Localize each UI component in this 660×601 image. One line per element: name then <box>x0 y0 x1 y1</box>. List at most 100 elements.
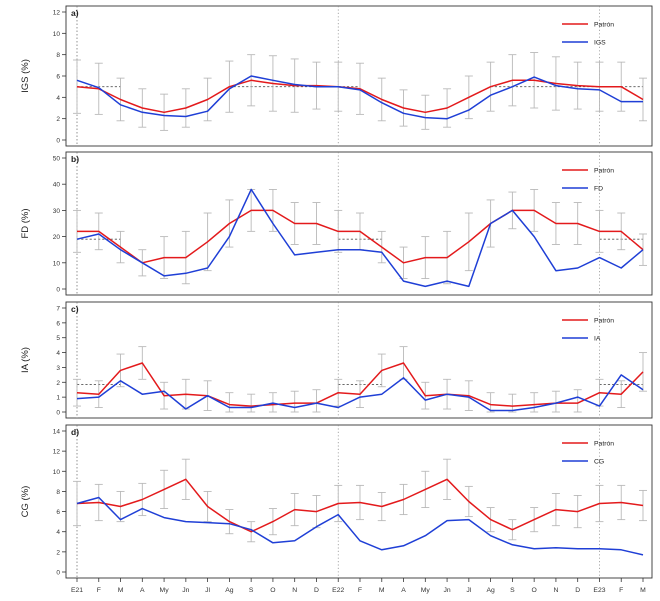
x-tick-label: O <box>270 587 275 594</box>
y-tick-label: 1 <box>56 395 60 402</box>
x-tick-label: F <box>619 587 623 594</box>
legend: Patrón FD <box>562 168 614 193</box>
y-axis-label: IGS (%) <box>20 59 31 93</box>
legend: Patrón CG <box>562 441 614 466</box>
x-tick-label: N <box>553 587 558 594</box>
panel-b: 0 10 20 30 40 50 FD (%) b) Patrón FD <box>20 151 653 296</box>
x-tick-label: S <box>249 587 254 594</box>
y-tick-label: 2 <box>56 116 60 123</box>
panel-label: a) <box>71 8 79 18</box>
error-bar <box>225 392 234 413</box>
x-tick-label: D <box>575 587 580 594</box>
error-bar <box>312 389 321 413</box>
y-tick-label: 40 <box>53 182 61 189</box>
x-tick-label: D <box>314 587 319 594</box>
legend-label: Patrón <box>594 318 614 325</box>
y-tick-label: 0 <box>56 138 60 145</box>
pattern-series-line <box>76 362 644 407</box>
y-tick-label: 6 <box>56 509 60 516</box>
x-tick-label: Jl <box>205 587 210 594</box>
error-bar <box>551 390 560 413</box>
y-tick-label: 30 <box>53 208 61 215</box>
panel-frame <box>65 301 653 419</box>
y-axis-label: FD (%) <box>20 208 31 238</box>
legend-label: IA <box>594 336 601 343</box>
pattern-series-line <box>76 478 644 533</box>
panel-c: 0 1 2 3 4 5 6 7 IA (%) c) Patrón IA <box>20 301 653 419</box>
error-bar <box>247 393 256 413</box>
pattern-series-line <box>77 209 644 264</box>
x-tick-label: My <box>421 587 431 594</box>
legend-label: Patrón <box>594 441 614 448</box>
legend-label: Patrón <box>594 168 614 175</box>
y-tick-label: 8 <box>56 489 60 496</box>
x-axis: E21 F M A My Jn Jl Ag S O N D E22 F M A My Jn Jl Ag S O N D E23 F… <box>71 578 646 594</box>
x-tick-label: My <box>160 587 170 594</box>
x-tick-label: Jn <box>443 587 450 594</box>
error-bar <box>573 389 582 413</box>
error-bar <box>639 489 647 522</box>
y-axis-label: CG (%) <box>20 486 31 518</box>
panel-frame <box>65 424 653 579</box>
legend-label: IGS <box>594 40 606 47</box>
y-tick-label: 10 <box>53 31 61 38</box>
legend-label: FD <box>594 186 603 193</box>
y-tick-label: 2 <box>56 549 60 556</box>
panel-label: d) <box>71 427 79 437</box>
y-tick-label: 4 <box>56 350 60 357</box>
y-tick-label: 0 <box>56 410 60 417</box>
observed-series-line <box>76 75 643 120</box>
y-tick-label: 7 <box>56 306 60 313</box>
x-tick-label: S <box>510 587 515 594</box>
x-tick-label: N <box>292 587 297 594</box>
x-tick-label: O <box>532 587 537 594</box>
x-tick-label: E23 <box>593 587 605 594</box>
legend-label: CG <box>594 459 604 466</box>
error-bar <box>268 392 277 413</box>
x-tick-label: F <box>358 587 362 594</box>
panel-frame <box>65 5 653 147</box>
error-bar <box>73 378 81 407</box>
error-bar <box>508 393 517 413</box>
panel-d: 0 2 4 6 8 10 12 14 CG (%) d) Patrón CG <box>20 424 653 579</box>
x-tick-label: F <box>97 587 101 594</box>
legend: Patrón IA <box>562 318 614 343</box>
y-tick-label: 0 <box>56 570 60 577</box>
observed-series-line <box>76 374 644 412</box>
x-tick-label: Jn <box>182 587 189 594</box>
y-tick-label: 3 <box>56 365 60 372</box>
y-tick-label: 12 <box>53 10 61 17</box>
x-tick-label: M <box>379 587 385 594</box>
y-tick-label: 6 <box>56 74 60 81</box>
error-bar <box>486 392 495 413</box>
x-tick-label: E22 <box>332 587 344 594</box>
y-tick-label: 12 <box>53 449 61 456</box>
x-tick-label: Jl <box>466 587 471 594</box>
y-tick-label: 5 <box>56 335 60 342</box>
x-tick-label: A <box>401 587 406 594</box>
legend-label: Patrón <box>594 22 614 29</box>
y-tick-label: 2 <box>56 380 60 387</box>
panel-a: 0 2 4 6 8 10 12 IGS (%) a) Patrón IGS <box>20 5 653 147</box>
y-tick-label: 10 <box>53 469 61 476</box>
y-tick-label: 20 <box>53 234 61 241</box>
legend: Patrón IGS <box>562 22 614 47</box>
observed-series-line <box>76 188 644 288</box>
y-tick-label: 50 <box>53 156 61 163</box>
panel-frame <box>65 151 653 296</box>
y-tick-label: 4 <box>56 95 60 102</box>
error-bar <box>290 390 299 413</box>
error-bar <box>639 352 647 392</box>
y-axis-label: IA (%) <box>20 347 31 373</box>
x-tick-label: E21 <box>71 587 83 594</box>
y-tick-label: 6 <box>56 320 60 327</box>
error-bar <box>530 392 539 413</box>
x-tick-label: Ag <box>486 587 495 594</box>
y-tick-label: 4 <box>56 529 60 536</box>
x-tick-label: A <box>140 587 145 594</box>
x-tick-label: M <box>118 587 124 594</box>
y-tick-label: 10 <box>53 260 61 267</box>
panel-label: c) <box>71 304 79 314</box>
panel-label: b) <box>71 154 79 164</box>
